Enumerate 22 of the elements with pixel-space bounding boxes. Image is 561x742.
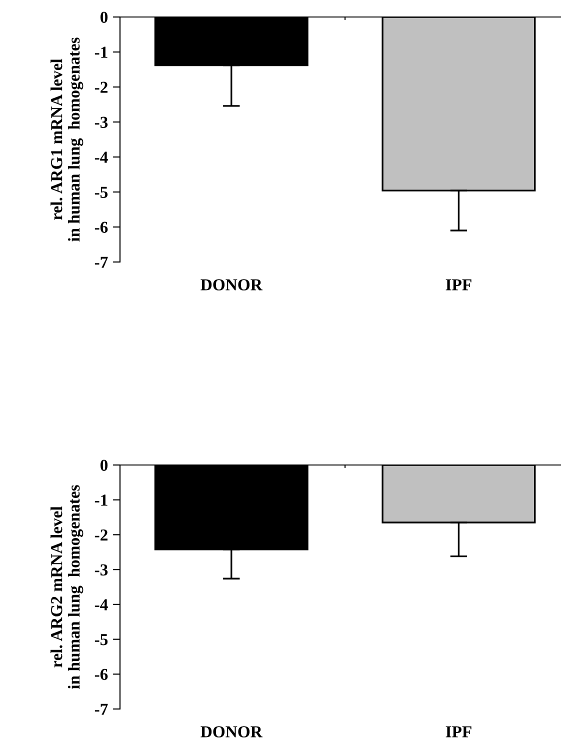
- x-tick-label: IPF: [446, 279, 472, 290]
- y-tick-label: -5: [94, 186, 108, 198]
- y-tick-label: -4: [94, 599, 108, 610]
- y-tick-label: -4: [94, 152, 108, 163]
- y-tick-label: -7: [94, 704, 108, 715]
- y-tick-label: -2: [94, 82, 108, 93]
- y-tick-label: -5: [94, 634, 108, 646]
- y-tick-label: -7: [94, 256, 108, 268]
- y-tick-label: -3: [94, 564, 108, 576]
- y-tick-label: -2: [94, 529, 108, 540]
- y-tick-label: -6: [94, 222, 108, 233]
- x-tick-label: IPF: [446, 726, 472, 738]
- y-axis-title: rel. ARG2 mRNA level in human lung homogenates: [50, 485, 84, 689]
- y-tick-label: -1: [94, 494, 108, 506]
- y-tick-label: -3: [94, 116, 108, 128]
- y-tick-label: 0: [100, 460, 108, 471]
- y-tick-label: -6: [94, 668, 108, 680]
- x-tick-label: DONOR: [200, 726, 263, 738]
- x-tick-label: DONOR: [200, 279, 263, 290]
- y-axis-title: rel. ARG1 mRNA level in human lung homogenates: [50, 38, 84, 242]
- y-tick-label: -1: [94, 46, 108, 58]
- y-tick-label: 0: [100, 12, 108, 23]
